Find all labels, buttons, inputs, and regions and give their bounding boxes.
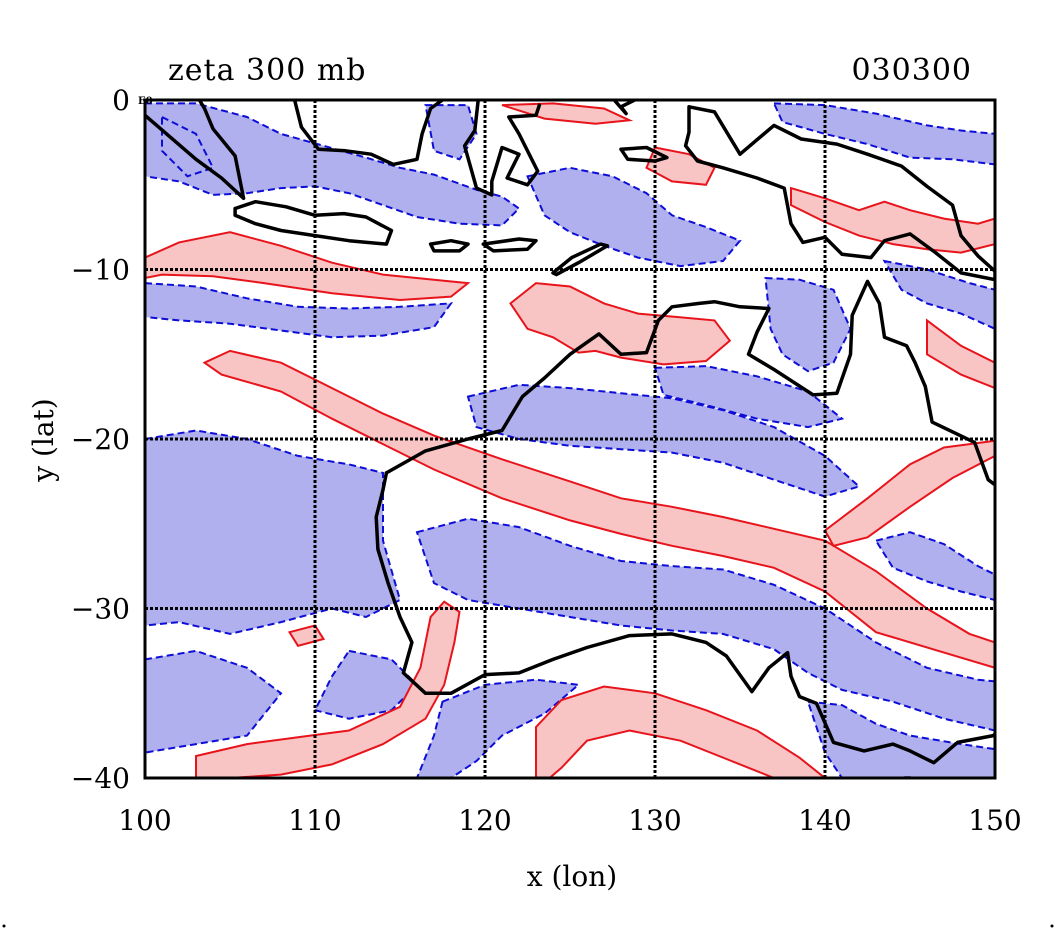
x-tick-label-130: 130 (628, 804, 681, 837)
x-tick-label-120: 120 (458, 804, 511, 837)
positive-region-arafura (790, 186, 995, 254)
figure-timestamp: 030300 (851, 53, 972, 88)
y-axis-ticks: 0 −10 −20 −30 −40 (71, 84, 130, 795)
y-tick-label-m40: −40 (71, 762, 130, 795)
positive-region-timor-sea (509, 282, 732, 366)
coastline-seram (619, 145, 669, 163)
coastline-halmahera (612, 100, 637, 116)
corner-dot-right (1050, 924, 1054, 928)
coastline-sulawesi (462, 100, 542, 197)
coastline-borneo (292, 100, 445, 167)
y-tick-label-m20: −20 (71, 423, 130, 456)
negative-region-pacific-north (772, 102, 995, 166)
coastline-sumatra (145, 100, 246, 201)
figure-title: zeta 300 mb (168, 53, 367, 88)
y-axis-label: y (lat) (27, 398, 60, 482)
corner-dot-left (2, 924, 6, 928)
x-axis-ticks: 100 110 120 130 140 150 (118, 804, 1021, 837)
negative-region-east-coast (874, 531, 995, 602)
negative-region-coral-sea (882, 259, 995, 330)
positive-vorticity-layer (145, 102, 995, 778)
coastline-sumbawa (428, 238, 470, 253)
plot-frame (143, 98, 997, 780)
coastline-australia (374, 471, 995, 765)
negative-region-south-aus-bight (415, 678, 581, 778)
positive-region-coral-north (926, 318, 995, 390)
negative-region-southeast-deep (806, 700, 995, 778)
negative-region-indian-ocean-west (145, 429, 402, 635)
negative-region-central-aus-band (415, 517, 995, 732)
x-tick-label-100: 100 (118, 804, 171, 837)
plot-area (145, 100, 995, 778)
positive-region-south-arc (535, 685, 827, 778)
y-tick-label-0: 0 (112, 84, 130, 117)
x-axis-label: x (lon) (527, 860, 617, 893)
corner-label: E0 (138, 96, 153, 107)
negative-region-southwest-deep (145, 649, 283, 754)
negative-region-gulf-carpentaria (764, 276, 852, 373)
x-tick-label-140: 140 (798, 804, 851, 837)
negative-region-sunda-north (145, 102, 521, 227)
coastline-layer (145, 100, 995, 778)
x-tick-label-110: 110 (288, 804, 341, 837)
positive-region-west-south-ridge (195, 600, 461, 778)
coastline-australia-north (384, 279, 995, 487)
negative-region-indian-ocean-mid (313, 649, 419, 720)
x-tick-label-150: 150 (968, 804, 1021, 837)
y-tick-label-m10: −10 (71, 254, 130, 287)
coastline-flores (481, 237, 538, 253)
negative-region-kimberley-band (466, 383, 861, 498)
negative-region-banda-sea (526, 166, 742, 268)
positive-region-java-sea (145, 231, 471, 302)
negative-region-indian-ocean-north (145, 282, 454, 339)
positive-region-jet-band-east (823, 439, 995, 547)
negative-region-north-territory (653, 365, 845, 429)
negative-vorticity-layer (145, 102, 995, 778)
coastline-java (233, 199, 394, 246)
positive-region-equator-band (501, 102, 634, 125)
lat-lon-grid (145, 100, 995, 778)
y-tick-label-m30: −30 (71, 593, 130, 626)
coastline-timor (551, 242, 610, 277)
coastline-new-guinea (683, 105, 995, 282)
